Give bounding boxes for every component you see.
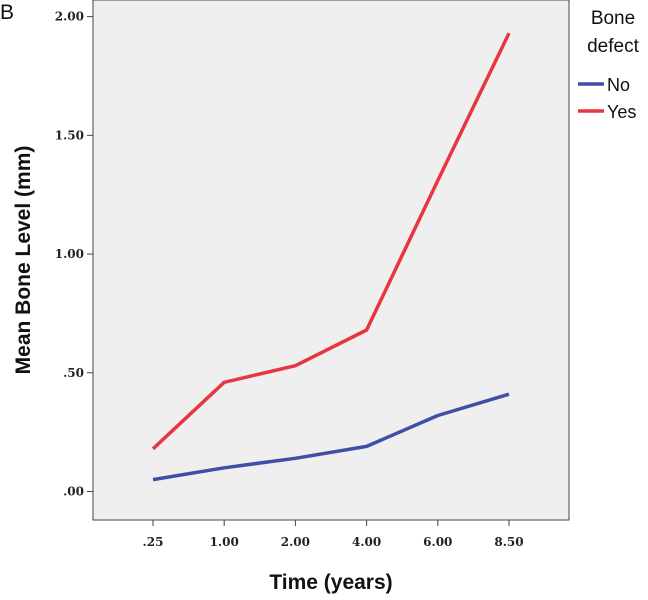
x-tick-label: 4.00 (352, 535, 381, 549)
legend: Bone defect No Yes (578, 8, 640, 122)
y-axis: .00 .50 1.00 1.50 2.00 (55, 10, 93, 499)
x-tick-label: 1.00 (210, 535, 239, 549)
panel-label: B (0, 1, 14, 24)
y-tick-label: 1.50 (55, 128, 84, 142)
legend-label-yes: Yes (607, 102, 636, 122)
y-tick-label: .00 (63, 485, 84, 499)
x-tick-label: .25 (143, 535, 164, 549)
series-line-no (152, 392, 510, 482)
x-tick-label: 8.50 (494, 535, 523, 549)
x-axis-title: Time (years) (269, 571, 392, 594)
y-tick-label: .50 (63, 366, 84, 380)
series-line-yes (151, 32, 511, 451)
series-lines (151, 32, 511, 482)
legend-title-line-2: defect (587, 36, 639, 57)
y-axis-title: Mean Bone Level (mm) (12, 146, 35, 375)
plot-area (92, 0, 570, 521)
legend-label-no: No (607, 75, 630, 95)
legend-entries: No Yes (578, 75, 636, 122)
x-tick-label: 2.00 (281, 535, 310, 549)
legend-title-line-1: Bone (591, 8, 635, 29)
x-axis: .25 1.00 2.00 4.00 6.00 8.50 (143, 520, 524, 549)
x-tick-label: 6.00 (423, 535, 452, 549)
y-tick-label: 2.00 (55, 10, 84, 24)
y-tick-label: 1.00 (55, 247, 84, 261)
